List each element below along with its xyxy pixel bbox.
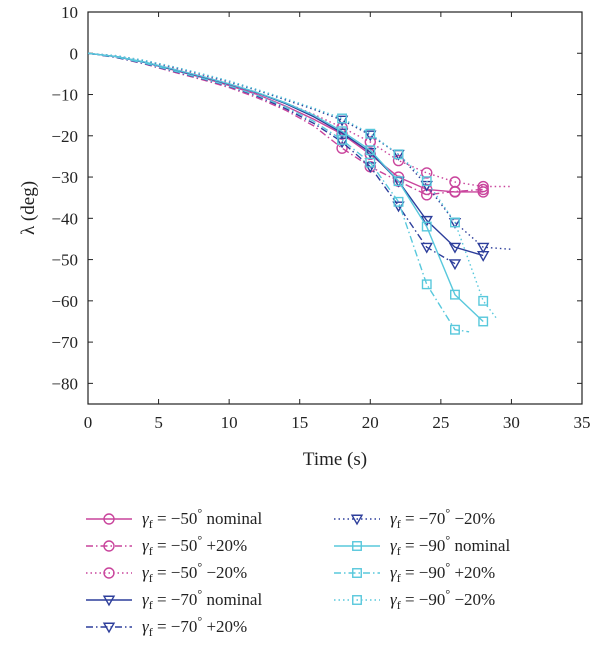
data-point [450,217,460,228]
data-point [365,145,376,156]
legend-entry: γf = −70° nominal [86,587,262,612]
x-tick-label: 5 [154,413,163,432]
data-point [420,215,433,227]
data-point [352,541,362,551]
data-point [421,221,432,232]
data-point [352,568,362,578]
series-line [88,52,484,193]
series-line [88,52,484,323]
legend-label: γf = −90° +20% [390,560,495,585]
series-line [88,52,498,320]
legend-entry: γf = −70° +20% [86,614,247,639]
y-tick-label: −80 [51,374,78,393]
data-point [448,259,462,271]
legend-label: γf = −70° −20% [390,506,495,531]
data-point [335,137,349,149]
data-point [478,295,489,306]
legend-entry: γf = −50° −20% [86,560,247,585]
y-tick-label: −50 [51,251,78,270]
series-layer [88,52,512,335]
x-tick-label: 35 [574,413,591,432]
data-point [102,622,116,634]
x-tick-label: 30 [503,413,520,432]
y-tick-label: 0 [70,44,79,63]
data-point [103,540,115,552]
data-point [103,513,115,525]
data-point [352,595,362,605]
data-point [421,279,432,290]
data-point [393,149,404,160]
data-point [337,134,348,145]
y-axis-title: λ (deg) [18,181,39,235]
legend-label: γf = −90° −20% [390,587,495,612]
series-8 [88,52,498,320]
series-line [88,52,484,257]
data-point [365,128,376,139]
y-tick-label: −20 [51,127,78,146]
data-point [393,196,404,207]
data-point [336,142,348,154]
x-axis: 0 5 10 15 20 25 30 35 [84,12,591,432]
data-point [364,136,376,148]
data-point [350,514,364,526]
legend-label: γf = −50° +20% [142,533,247,558]
legend-entry: γf = −90° nominal [334,533,510,558]
series-line [88,52,484,196]
plot-frame [87,11,583,405]
x-tick-label: 0 [84,413,93,432]
data-point [449,176,461,188]
y-tick-label: −40 [51,209,78,228]
data-point [337,113,348,124]
legend-entry: γf = −90° −20% [334,587,495,612]
y-tick-label: −30 [51,168,78,187]
data-point [103,567,115,579]
series-2 [88,52,512,193]
data-point [450,324,460,335]
legend-label: γf = −90° nominal [390,533,510,558]
legend-label: γf = −70° nominal [142,587,262,612]
y-tick-label: −60 [51,292,78,311]
data-point [421,176,432,187]
legend-entry: γf = −90° +20% [334,560,495,585]
legend-label: γf = −70° +20% [142,614,247,639]
x-tick-label: 20 [362,413,379,432]
data-point [365,157,376,168]
data-point [477,180,489,193]
x-axis-title: Time (s) [303,449,367,470]
data-point [393,176,404,187]
data-point [476,242,490,254]
legend-label: γf = −50° −20% [142,560,247,585]
series-line [88,52,470,333]
data-point [421,167,433,179]
series-line [88,52,512,188]
legend-entry: γf = −70° −20% [334,506,495,531]
series-5 [88,52,512,254]
series-6 [88,52,489,327]
series-7 [88,52,470,335]
series-1 [88,52,489,201]
data-point [477,183,489,196]
series-0 [88,52,489,198]
x-tick-label: 25 [432,413,449,432]
data-point [102,595,116,607]
y-axis: 10 0 −10 −20 −30 −40 −50 −60 −70 −80 [51,3,582,393]
series-line [88,52,512,250]
data-point [420,242,433,254]
data-point [450,289,460,300]
x-tick-label: 10 [221,413,238,432]
y-tick-label: 10 [61,3,78,22]
data-point [478,316,489,327]
data-point [335,115,349,127]
legend-entry: γf = −50° +20% [86,533,247,558]
legend-entry: γf = −50° nominal [86,506,262,531]
y-tick-label: −10 [51,86,78,105]
data-point [448,242,462,254]
x-tick-label: 15 [291,413,308,432]
y-tick-label: −70 [51,333,78,352]
legend-label: γf = −50° nominal [142,506,262,531]
